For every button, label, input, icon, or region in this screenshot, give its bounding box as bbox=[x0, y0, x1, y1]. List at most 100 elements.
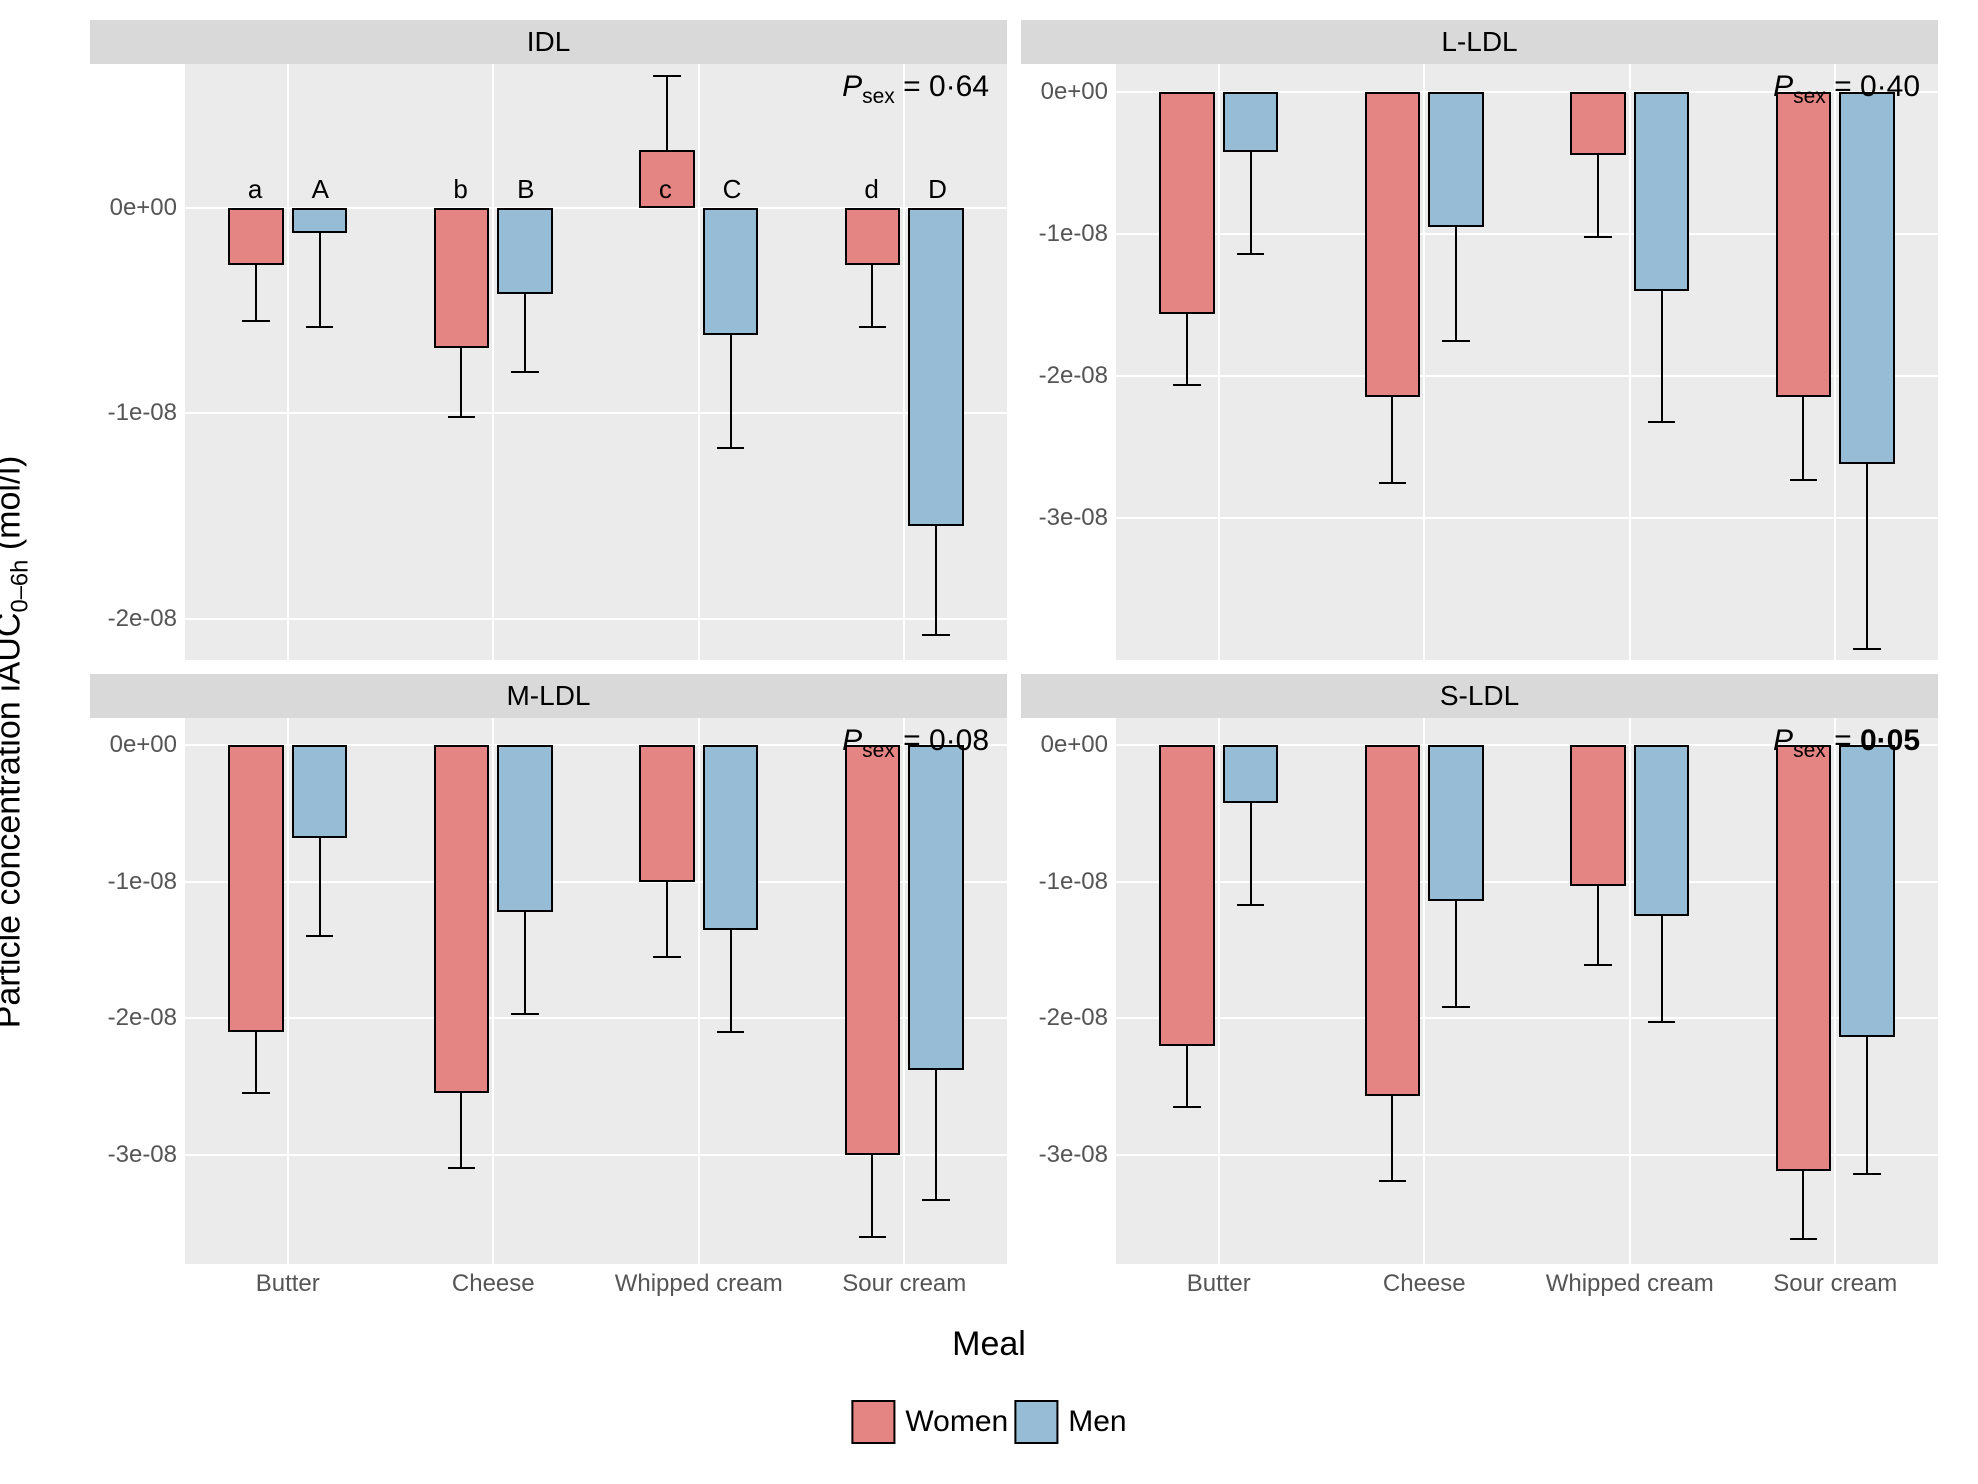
gridline bbox=[1116, 517, 1938, 519]
vgridline bbox=[1834, 64, 1836, 660]
bar bbox=[908, 208, 963, 527]
y-ticks: 0e+00-1e-08-2e-08 bbox=[90, 64, 185, 660]
panel: S-LDL0e+00-1e-08-2e-08-3e-08Psex = 0·05B… bbox=[1021, 674, 1938, 1314]
bar bbox=[845, 745, 900, 1155]
error-cap bbox=[1584, 964, 1612, 966]
bar bbox=[1839, 745, 1894, 1037]
bar bbox=[1159, 745, 1214, 1045]
error-bar bbox=[1661, 291, 1663, 422]
bar bbox=[1428, 92, 1483, 227]
vgridline bbox=[1423, 718, 1425, 1264]
x-tick-label: Butter bbox=[1187, 1270, 1251, 1298]
p-sex-annotation: Psex = 0·08 bbox=[842, 724, 989, 763]
error-cap bbox=[242, 320, 270, 322]
error-bar bbox=[460, 348, 462, 418]
panel-title: L-LDL bbox=[1021, 20, 1938, 64]
error-bar bbox=[255, 265, 257, 320]
bar bbox=[1570, 92, 1625, 154]
error-cap bbox=[242, 1092, 270, 1094]
bar bbox=[845, 208, 900, 266]
plot-area: Psex = 0·08 bbox=[185, 718, 1007, 1264]
plot-area: Psex = 0·05 bbox=[1116, 718, 1938, 1264]
vgridline bbox=[287, 64, 289, 660]
error-cap bbox=[1790, 1238, 1818, 1240]
sig-letter: B bbox=[517, 174, 534, 205]
error-bar bbox=[524, 294, 526, 372]
error-bar bbox=[871, 265, 873, 327]
bar bbox=[1634, 745, 1689, 916]
y-tick-label: -3e-08 bbox=[1039, 504, 1108, 532]
x-axis-title: Meal bbox=[952, 1325, 1026, 1364]
sig-letter: C bbox=[723, 174, 742, 205]
x-ticks: ButterCheeseWhipped creamSour cream bbox=[1116, 1264, 1938, 1314]
error-bar bbox=[730, 335, 732, 448]
error-bar bbox=[1597, 155, 1599, 237]
error-bar bbox=[871, 1155, 873, 1237]
panel: M-LDL0e+00-1e-08-2e-08-3e-08Psex = 0·08B… bbox=[90, 674, 1007, 1314]
y-tick-label: -1e-08 bbox=[108, 868, 177, 896]
error-bar bbox=[524, 912, 526, 1014]
plot-wrap: 0e+00-1e-08-2e-08-3e-08Psex = 0·40 bbox=[1021, 64, 1938, 660]
plot-area: Psex = 0·40 bbox=[1116, 64, 1938, 660]
error-bar bbox=[1391, 1096, 1393, 1181]
error-bar bbox=[1250, 152, 1252, 254]
error-cap bbox=[1237, 904, 1265, 906]
error-bar bbox=[666, 76, 668, 150]
error-cap bbox=[1237, 253, 1265, 255]
vgridline bbox=[1423, 64, 1425, 660]
error-cap bbox=[1442, 340, 1470, 342]
gridline bbox=[185, 618, 1007, 620]
p-sex-annotation: Psex = 0·05 bbox=[1773, 724, 1920, 763]
bar bbox=[1428, 745, 1483, 901]
error-cap bbox=[448, 1167, 476, 1169]
error-cap bbox=[1442, 1006, 1470, 1008]
bar bbox=[1223, 92, 1278, 152]
error-cap bbox=[1790, 479, 1818, 481]
bar bbox=[228, 745, 283, 1032]
error-cap bbox=[1648, 421, 1676, 423]
vgridline bbox=[1629, 718, 1631, 1264]
bar bbox=[497, 745, 552, 912]
error-bar bbox=[666, 882, 668, 957]
vgridline bbox=[1629, 64, 1631, 660]
y-tick-label: 0e+00 bbox=[110, 731, 177, 759]
error-bar bbox=[255, 1032, 257, 1093]
error-bar bbox=[1661, 916, 1663, 1022]
legend: WomenMen bbox=[851, 1400, 1126, 1444]
error-bar bbox=[935, 1070, 937, 1200]
figure: Particle concentration iAUC0–6h (mol/l) … bbox=[0, 0, 1978, 1484]
bar bbox=[228, 208, 283, 266]
error-bar bbox=[1455, 227, 1457, 341]
y-tick-label: -2e-08 bbox=[108, 1004, 177, 1032]
bar bbox=[434, 745, 489, 1093]
plot-area: aAbBcCdDPsex = 0·64 bbox=[185, 64, 1007, 660]
vgridline bbox=[1218, 718, 1220, 1264]
y-ticks: 0e+00-1e-08-2e-08-3e-08 bbox=[1021, 64, 1116, 660]
gridline bbox=[185, 412, 1007, 414]
error-cap bbox=[859, 1236, 887, 1238]
error-bar bbox=[1866, 1037, 1868, 1174]
error-bar bbox=[319, 838, 321, 936]
error-bar bbox=[1455, 901, 1457, 1007]
panel-grid: IDL0e+00-1e-08-2e-08aAbBcCdDPsex = 0·64L… bbox=[90, 20, 1938, 1314]
vgridline bbox=[1834, 718, 1836, 1264]
error-cap bbox=[511, 1013, 539, 1015]
bar bbox=[292, 208, 347, 233]
sig-letter: a bbox=[248, 174, 262, 205]
vgridline bbox=[492, 718, 494, 1264]
bar bbox=[908, 745, 963, 1070]
error-cap bbox=[1173, 384, 1201, 386]
y-axis-label: Particle concentration iAUC0–6h (mol/l) bbox=[0, 456, 34, 1029]
vgridline bbox=[698, 64, 700, 660]
legend-swatch bbox=[851, 1400, 895, 1444]
y-tick-label: 0e+00 bbox=[1041, 78, 1108, 106]
error-bar bbox=[1597, 886, 1599, 965]
bar bbox=[1776, 92, 1831, 397]
error-cap bbox=[922, 634, 950, 636]
y-ticks: 0e+00-1e-08-2e-08-3e-08 bbox=[90, 718, 185, 1264]
legend-label: Women bbox=[905, 1405, 1008, 1439]
error-cap bbox=[653, 75, 681, 77]
bar bbox=[1634, 92, 1689, 291]
error-cap bbox=[1584, 236, 1612, 238]
error-bar bbox=[1802, 1171, 1804, 1239]
